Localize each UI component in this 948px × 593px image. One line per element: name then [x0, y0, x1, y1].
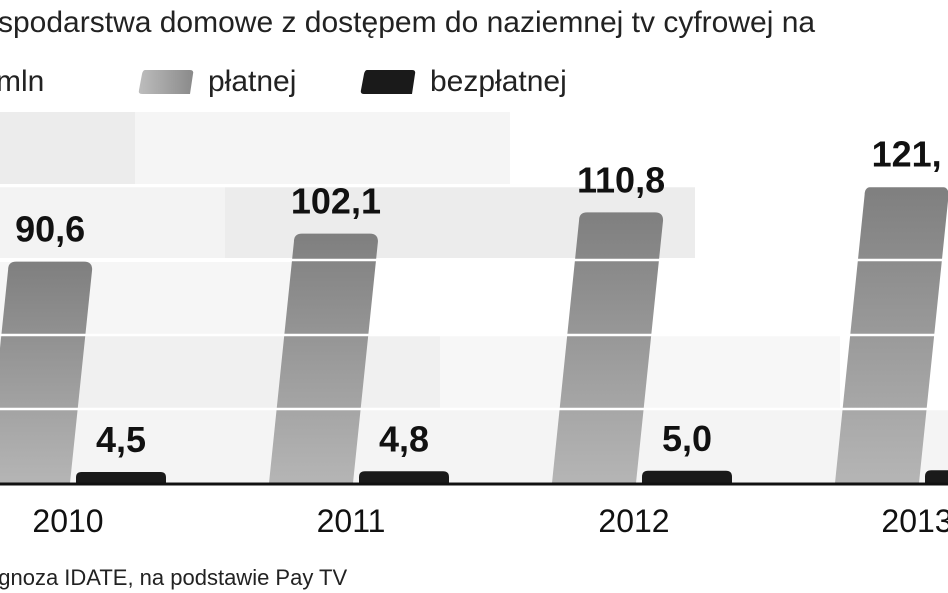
free-bar — [642, 470, 732, 483]
value-label: 90,6 — [15, 209, 85, 250]
legend-swatch — [138, 70, 194, 94]
free-bar — [359, 471, 449, 483]
x-tick-label: 2011 — [317, 503, 386, 539]
paid-bar — [0, 261, 93, 483]
unit-label: mln — [0, 65, 44, 98]
free-bar — [76, 472, 166, 483]
band-lines — [0, 184, 948, 411]
x-tick-label: 2012 — [598, 503, 669, 539]
value-label: 110,8 — [577, 159, 665, 200]
value-label: 102,1 — [291, 181, 381, 222]
value-label: 4,8 — [379, 418, 429, 459]
labels: 2010 90,6 4,5 2011 102,1 4,8 2012 110,8 5,0 2013 1… — [15, 134, 948, 539]
legend-label: płatnej — [208, 65, 296, 98]
x-tick-label: 2013 — [881, 503, 948, 539]
value-label: 121, — [872, 134, 942, 175]
x-tick-label: 2010 — [32, 503, 103, 539]
value-label: 5,0 — [662, 418, 712, 459]
paid-bar — [552, 212, 664, 484]
legend-swatch — [360, 70, 416, 94]
paid-bar — [269, 233, 378, 483]
value-label: 4,5 — [96, 419, 146, 460]
chart-title: spodarstwa domowe z dostępem do naziemne… — [0, 6, 815, 39]
legend: płatnej bezpłatnej — [138, 65, 567, 98]
legend-label: bezpłatnej — [430, 65, 567, 98]
source: ognoza IDATE, na podstawie Pay TV — [0, 565, 347, 590]
free-bar — [925, 470, 948, 483]
